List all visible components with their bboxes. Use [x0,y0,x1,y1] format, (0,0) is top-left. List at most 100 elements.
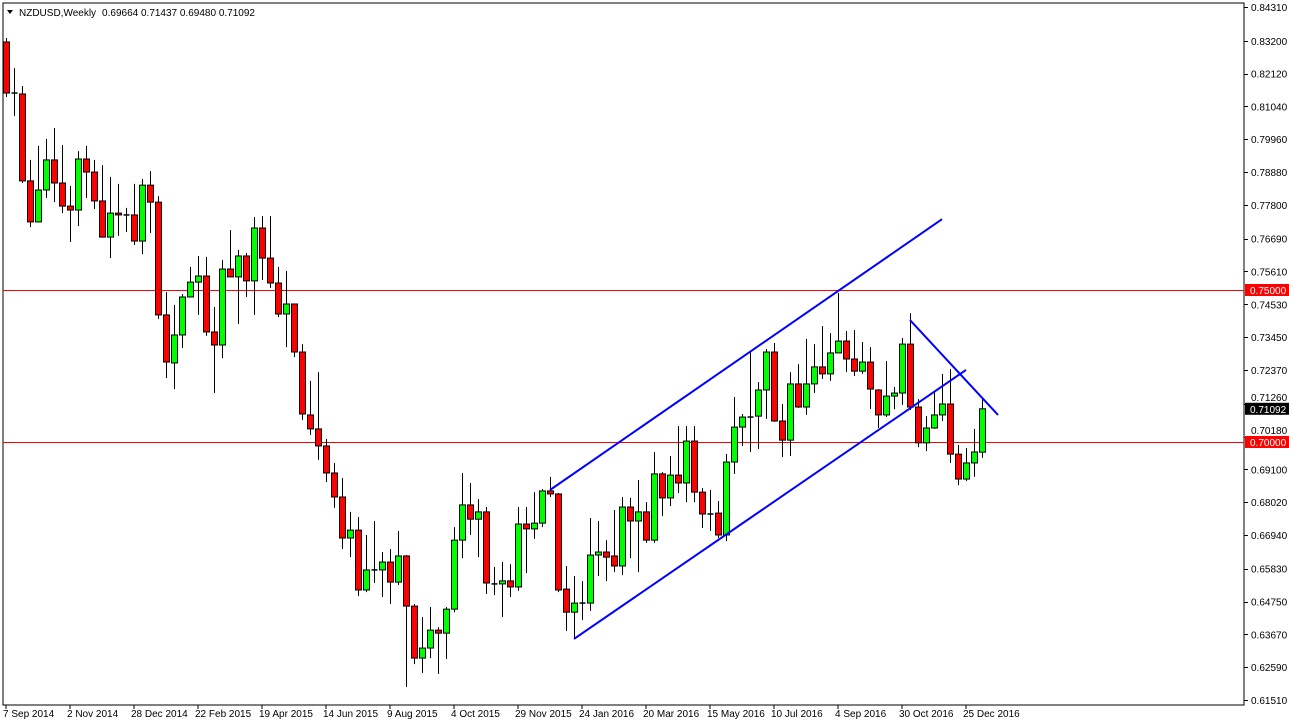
candle-body-bull [827,352,834,375]
candle-body-bear [547,490,554,495]
candle-body-bear [675,474,682,484]
candle-body-bull [811,366,818,385]
candle [315,372,322,460]
candle [619,496,626,576]
candle [499,562,506,618]
candle [795,364,802,408]
candle-body-bear [907,343,914,408]
candle-body-bull [939,403,946,416]
candle-body-bull [395,555,402,583]
candle-body-bear [435,629,442,634]
candle [83,145,90,198]
candle [99,165,106,238]
x-tick-label: 2 Nov 2014 [67,709,119,720]
candle-body-bear [411,605,418,659]
candle-body-bear [211,331,218,346]
y-tick-label: 0.82120 [1251,70,1288,81]
y-tick-label: 0.73450 [1251,333,1288,344]
candle-body-bull [835,340,842,354]
candle-body-bear [19,93,26,182]
candle [51,127,58,203]
candle-body-bear [467,504,474,520]
candle-body-bear [3,41,10,94]
candle-body-bear [555,493,562,591]
plot-area [2,2,1245,706]
candle-body-bear [611,555,618,567]
candle [155,196,162,319]
candle-body-bear [691,440,698,493]
candle [515,507,522,591]
candle [171,304,178,390]
y-tick-label: 0.84310 [1251,3,1288,14]
candle-body-bear [267,257,274,284]
candle-body-bull [787,383,794,441]
candle [891,386,898,410]
candle-body-bear [659,473,666,499]
candle [939,373,946,422]
candle [59,145,66,214]
candle-body-bull [427,629,434,649]
y-tick-label: 0.61510 [1251,696,1288,707]
y-tick-label: 0.63670 [1251,630,1288,641]
x-tick-label: 22 Feb 2015 [195,709,252,720]
candle [347,511,354,558]
x-tick-label: 10 Jul 2016 [771,709,823,720]
candle-body-bear [163,314,170,363]
candle-body-bear [627,506,634,522]
candle [251,217,258,315]
candle [851,330,858,377]
candle-body-bear [203,275,210,333]
candle [947,369,954,463]
ohlc-label: 0.69664 0.71437 0.69480 0.71092 [102,8,255,19]
candle [467,483,474,535]
candle [747,352,754,453]
candle-body-bull [667,474,674,499]
candle [699,488,706,528]
y-tick-label: 0.75610 [1251,267,1288,278]
candle-body-bull [635,511,642,522]
candles [3,38,986,687]
y-tick-label: 0.64750 [1251,598,1288,609]
y-tick-label: 0.74530 [1251,300,1288,311]
candle-body-bear [603,551,610,558]
candle-body-bear [795,383,802,408]
candle-body-bull [595,551,602,556]
candle [75,151,82,227]
candle-body-bear [51,159,58,184]
candle-body-bull [859,361,866,372]
candle-body-bear [875,389,882,416]
candle-body-bear [779,420,786,441]
current-price-tag [1245,402,1289,415]
candle [411,603,418,665]
candle-body-bear [275,282,282,315]
candle [187,266,194,298]
candle [547,476,554,497]
x-tick-label: 4 Oct 2015 [451,709,500,720]
x-tick-label: 28 Dec 2014 [131,709,188,720]
candle-body-bear [99,200,106,238]
candle [579,581,586,621]
candle [819,326,826,380]
candle [723,453,730,542]
current-price-label: 0.71092 [1250,405,1287,416]
candle-body-bull [539,490,546,524]
candle-body-bull [499,580,506,585]
x-tick-label: 15 May 2016 [707,709,765,720]
candle-body-bull [755,389,762,417]
dropdown-triangle-icon[interactable] [7,10,13,14]
candle-body-bull [459,504,466,541]
candle [563,565,570,632]
candle [595,521,602,577]
x-tick-label: 24 Jan 2016 [579,709,634,720]
candle [123,207,130,232]
candle [899,338,906,405]
y-tick-label: 0.71260 [1251,393,1288,404]
candle [115,183,122,236]
x-tick-label: 14 Jun 2015 [323,709,378,720]
candle [379,552,386,597]
candle [403,555,410,687]
x-tick-label: 9 Aug 2015 [387,709,438,720]
candle [875,389,882,428]
candle-body-bull [891,392,898,397]
